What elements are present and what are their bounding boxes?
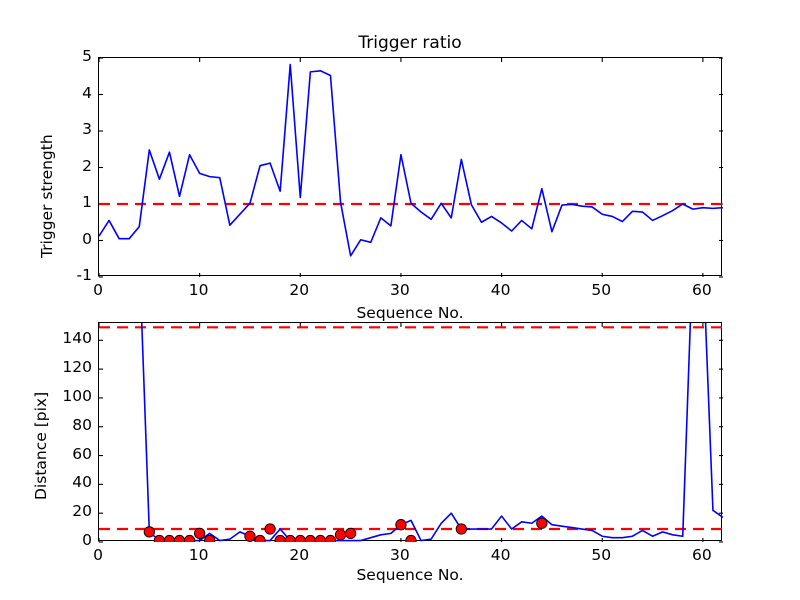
data-marker bbox=[193, 527, 206, 540]
x-tick-label: 10 bbox=[188, 281, 209, 299]
top-chart-title: Trigger ratio bbox=[358, 33, 462, 53]
bottom-chart-xlabel: Sequence No. bbox=[356, 566, 464, 584]
x-tick-label: 30 bbox=[390, 546, 410, 564]
y-tick-label: 0 bbox=[82, 531, 92, 549]
top-chart-axes bbox=[98, 57, 723, 278]
x-tick-label: 30 bbox=[390, 281, 410, 299]
data-marker bbox=[284, 534, 296, 542]
x-tick-label: 10 bbox=[188, 546, 209, 564]
data-marker bbox=[304, 534, 317, 542]
top-chart-xlabel: Sequence No. bbox=[356, 304, 464, 322]
data-marker bbox=[395, 519, 407, 531]
x-tick-label: 20 bbox=[289, 281, 310, 299]
x-tick-label: 20 bbox=[289, 546, 310, 564]
y-tick-label: 140 bbox=[62, 329, 92, 348]
data-marker bbox=[264, 523, 276, 535]
data-marker bbox=[455, 523, 467, 535]
data-marker bbox=[324, 534, 337, 542]
data-marker bbox=[314, 534, 327, 542]
data-marker bbox=[274, 534, 286, 542]
y-tick-label: 60 bbox=[72, 444, 92, 463]
data-marker bbox=[405, 534, 417, 542]
data-marker bbox=[153, 534, 166, 542]
data-marker bbox=[183, 534, 196, 542]
y-tick-label: 100 bbox=[62, 386, 92, 405]
data-marker bbox=[173, 534, 186, 542]
x-tick-label: 60 bbox=[691, 546, 712, 564]
y-tick-label: 0 bbox=[82, 229, 92, 248]
y-tick-label: 20 bbox=[72, 502, 92, 521]
x-tick-label: 0 bbox=[93, 281, 103, 299]
y-tick-label: 3 bbox=[82, 120, 92, 138]
data-marker bbox=[344, 527, 357, 540]
data-marker bbox=[254, 534, 266, 542]
y-tick-label: 1 bbox=[82, 193, 92, 211]
y-tick-label: 2 bbox=[82, 156, 92, 175]
y-tick-label: 40 bbox=[72, 473, 92, 492]
y-tick-label: -1 bbox=[76, 266, 92, 284]
data-marker bbox=[536, 517, 548, 529]
bottom-chart-axes bbox=[98, 322, 723, 543]
data-marker bbox=[334, 529, 347, 541]
data-marker bbox=[204, 534, 216, 542]
y-tick-label: 4 bbox=[82, 83, 92, 102]
data-marker bbox=[163, 534, 176, 542]
x-tick-label: 50 bbox=[591, 546, 612, 564]
x-tick-label: 50 bbox=[591, 281, 612, 299]
data-line bbox=[140, 323, 723, 542]
x-tick-label: 40 bbox=[490, 546, 511, 564]
y-tick-label: 80 bbox=[72, 415, 92, 434]
y-tick-label: 5 bbox=[82, 47, 92, 65]
data-line bbox=[99, 63, 723, 257]
data-marker bbox=[294, 534, 306, 542]
data-marker bbox=[244, 530, 256, 542]
top-chart-plot-area bbox=[98, 57, 723, 278]
y-tick-label: 120 bbox=[62, 358, 92, 377]
data-marker bbox=[143, 526, 155, 538]
x-tick-label: 60 bbox=[691, 281, 712, 299]
bottom-chart-plot-area bbox=[98, 323, 723, 543]
x-tick-label: 40 bbox=[490, 281, 511, 299]
x-tick-label: 0 bbox=[93, 546, 103, 564]
